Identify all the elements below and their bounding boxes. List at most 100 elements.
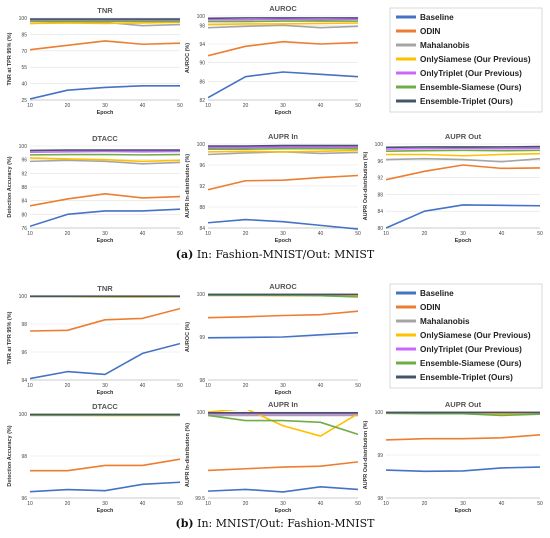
x-tick-label: 50 [355, 501, 361, 507]
y-tick-label: 100 [197, 142, 206, 148]
x-tick-label: 10 [383, 501, 389, 507]
series-line-baseline [30, 209, 180, 226]
series-line-baseline [208, 487, 358, 492]
y-tick-label: 100 [19, 412, 28, 418]
x-axis-label: Epoch [97, 390, 114, 396]
x-axis-label: Epoch [97, 110, 114, 116]
x-tick-label: 20 [243, 383, 249, 389]
caption-b: (b) In: MNIST/Out: Fashion-MNIST [0, 517, 550, 530]
y-tick-label: 84 [377, 209, 383, 215]
x-tick-label: 50 [177, 501, 183, 507]
y-tick-label: 70 [21, 49, 27, 55]
y-tick-label: 90 [199, 61, 205, 67]
legend-entry: Mahalanobis [420, 41, 470, 50]
legend-entry: Mahalanobis [420, 317, 470, 326]
series-line-baseline [386, 467, 540, 471]
legend-entry: Ensemble-Siamese (Ours) [420, 83, 522, 92]
x-tick-label: 40 [318, 383, 324, 389]
x-tick-label: 10 [27, 103, 33, 109]
series-line-baseline [386, 205, 540, 228]
x-tick-label: 20 [65, 231, 71, 237]
series-line-odin [208, 462, 358, 471]
x-tick-label: 40 [140, 231, 146, 237]
y-axis-label: TNR at TPR 95% (%) [7, 311, 13, 364]
legend-entry: Ensemble-Triplet (Ours) [420, 373, 513, 382]
series-line-ensemble-siamese-ours [208, 149, 358, 150]
y-tick-label: 80 [21, 212, 27, 218]
y-tick-label: 40 [21, 82, 27, 88]
x-tick-label: 50 [355, 231, 361, 237]
series-line-mahalanobis [386, 159, 540, 162]
series-line-baseline [30, 482, 180, 491]
x-tick-label: 40 [140, 501, 146, 507]
series-line-odin [30, 194, 180, 206]
y-tick-label: 99 [377, 453, 383, 459]
y-tick-label: 98 [21, 454, 27, 460]
y-tick-label: 100 [375, 142, 384, 148]
y-tick-label: 96 [199, 163, 205, 169]
legend-entry: OnlySiamese (Our Previous) [420, 331, 531, 340]
y-tick-label: 88 [21, 185, 27, 191]
x-tick-label: 50 [355, 383, 361, 389]
y-axis-label: Detection Accuracy (%) [7, 425, 13, 486]
y-axis-label: AUROC (%) [185, 322, 191, 352]
x-tick-label: 30 [460, 231, 466, 237]
y-axis-label: Detection Accuracy (%) [7, 156, 13, 217]
y-tick-label: 100 [19, 16, 28, 22]
x-tick-label: 40 [318, 501, 324, 507]
series-line-ensemble-triplet-ours [208, 146, 358, 147]
y-axis-label: AUROC (%) [185, 43, 191, 73]
x-tick-label: 50 [177, 103, 183, 109]
x-tick-label: 10 [27, 231, 33, 237]
series-line-odin [30, 309, 180, 331]
series-line-ensemble-triplet-ours [386, 147, 540, 148]
x-tick-label: 20 [65, 103, 71, 109]
x-tick-label: 30 [280, 231, 286, 237]
legend-entry: ODIN [420, 303, 441, 312]
y-tick-label: 100 [197, 14, 206, 20]
chart-title: AUROC [269, 4, 297, 13]
y-tick-label: 84 [21, 199, 27, 205]
series-line-baseline [208, 72, 358, 98]
legend-panel-b: Baseline ODIN Mahalanobis OnlySiamese (Our … [390, 284, 542, 388]
x-axis-label: Epoch [455, 238, 472, 244]
x-tick-label: 10 [383, 231, 389, 237]
series-line-onlytriplet-our-previous [208, 147, 358, 148]
legend-entry: OnlyTriplet (Our Previous) [420, 345, 522, 354]
x-tick-label: 50 [355, 103, 361, 109]
y-tick-label: 100 [375, 410, 384, 416]
x-tick-label: 40 [499, 231, 505, 237]
series-line-baseline [30, 86, 180, 99]
x-tick-label: 10 [205, 501, 211, 507]
y-axis-label: TNR at TPR 95% (%) [7, 32, 13, 85]
chart-title: DTACC [92, 402, 118, 411]
x-axis-label: Epoch [455, 508, 472, 514]
chart-title: AUPR Out [445, 132, 482, 141]
legend-entry: Baseline [420, 289, 454, 298]
y-tick-label: 94 [199, 42, 205, 48]
y-tick-label: 92 [377, 176, 383, 182]
series-line-odin [386, 435, 540, 440]
y-tick-label: 98 [21, 322, 27, 328]
x-tick-label: 50 [537, 501, 543, 507]
x-tick-label: 10 [27, 501, 33, 507]
chart-title: DTACC [92, 134, 118, 143]
series-line-ensemble-siamese-ours [386, 150, 540, 151]
x-tick-label: 10 [205, 231, 211, 237]
y-axis-label: AUPR In-distribution (%) [185, 423, 191, 487]
y-tick-label: 100 [197, 292, 206, 298]
x-axis-label: Epoch [275, 238, 292, 244]
chart-title: AUPR In [268, 132, 298, 141]
x-axis-label: Epoch [97, 238, 114, 244]
y-tick-label: 88 [199, 205, 205, 211]
x-tick-label: 40 [140, 103, 146, 109]
